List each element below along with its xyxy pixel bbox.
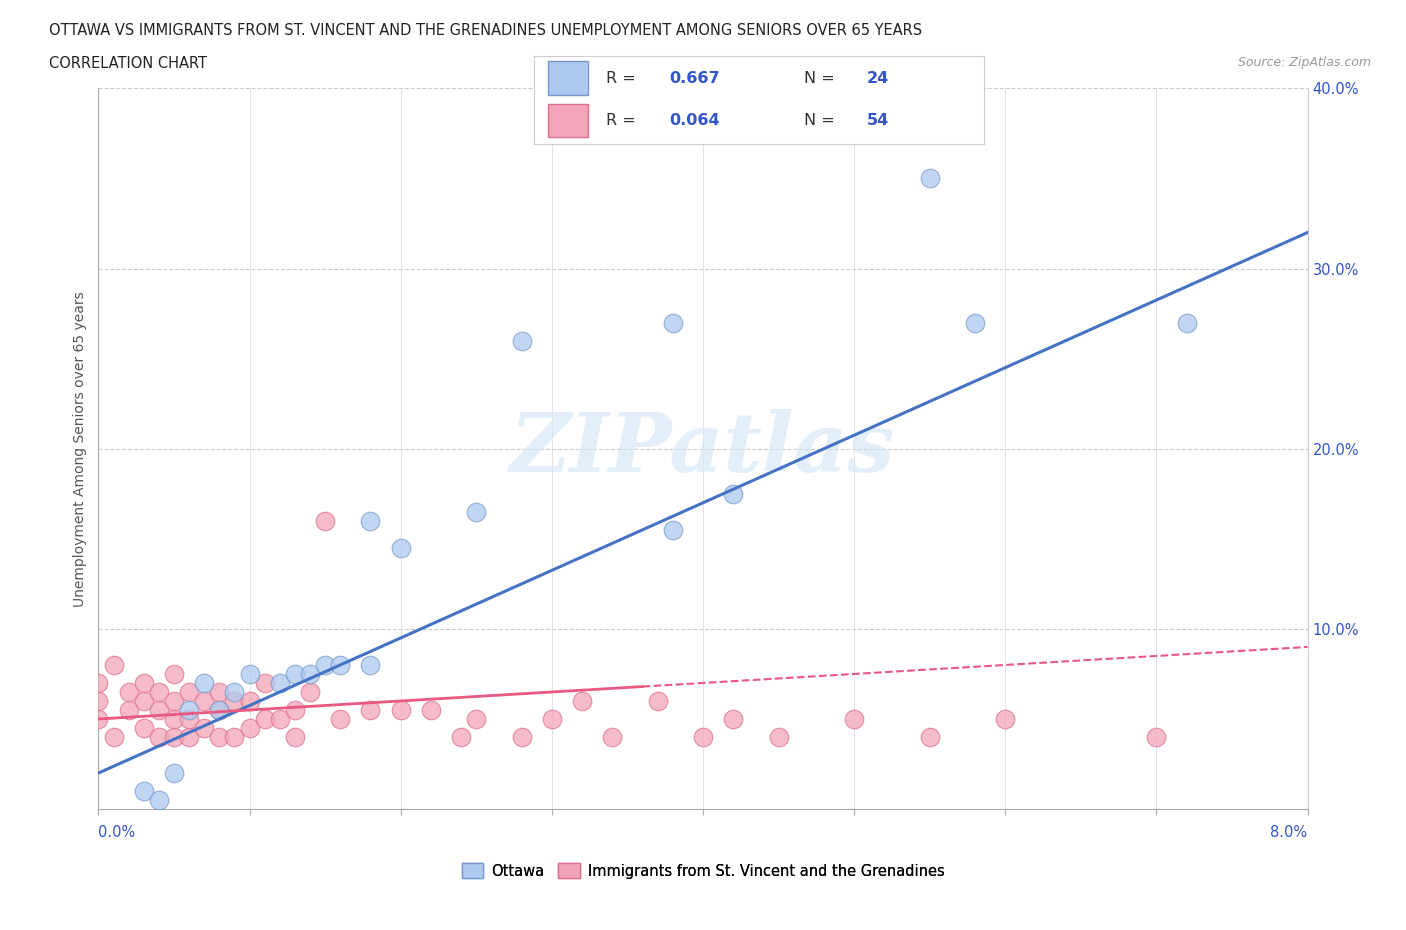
Text: N =: N =: [804, 72, 841, 86]
Point: [179, 702, 201, 717]
Point: [329, 711, 352, 726]
Point: [132, 675, 155, 690]
Point: [132, 721, 155, 736]
Point: [284, 667, 307, 682]
Point: [299, 684, 322, 699]
Point: [647, 694, 669, 709]
Point: [389, 540, 412, 555]
Point: [359, 702, 381, 717]
Point: [1175, 315, 1198, 330]
Point: [465, 504, 488, 519]
Point: [193, 694, 215, 709]
Point: [118, 684, 141, 699]
Point: [87, 675, 110, 690]
Point: [314, 513, 336, 528]
Point: [994, 711, 1017, 726]
Point: [163, 729, 186, 744]
Point: [208, 684, 231, 699]
Point: [540, 711, 562, 726]
Point: [450, 729, 472, 744]
Point: [224, 729, 246, 744]
Text: ZIPatlas: ZIPatlas: [510, 408, 896, 489]
FancyBboxPatch shape: [548, 103, 588, 137]
Point: [208, 729, 231, 744]
Point: [253, 675, 276, 690]
Point: [723, 486, 745, 501]
Point: [148, 792, 170, 807]
Point: [602, 729, 624, 744]
Point: [208, 702, 231, 717]
Point: [253, 711, 276, 726]
Point: [163, 694, 186, 709]
Point: [132, 694, 155, 709]
Point: [768, 729, 790, 744]
Point: [723, 711, 745, 726]
Text: 24: 24: [868, 72, 890, 86]
Point: [844, 711, 866, 726]
Point: [269, 675, 291, 690]
Point: [163, 711, 186, 726]
Point: [193, 721, 215, 736]
Point: [918, 171, 941, 186]
Point: [1144, 729, 1167, 744]
Point: [571, 694, 593, 709]
Point: [208, 702, 231, 717]
Point: [179, 729, 201, 744]
Point: [965, 315, 987, 330]
Point: [465, 711, 488, 726]
Text: R =: R =: [606, 72, 641, 86]
Point: [239, 667, 262, 682]
Point: [103, 658, 125, 672]
Text: R =: R =: [606, 113, 641, 127]
Point: [148, 684, 170, 699]
Point: [284, 702, 307, 717]
Point: [148, 729, 170, 744]
Point: [329, 658, 352, 672]
FancyBboxPatch shape: [548, 61, 588, 95]
Point: [163, 667, 186, 682]
Text: OTTAWA VS IMMIGRANTS FROM ST. VINCENT AND THE GRENADINES UNEMPLOYMENT AMONG SENI: OTTAWA VS IMMIGRANTS FROM ST. VINCENT AN…: [49, 23, 922, 38]
Point: [239, 721, 262, 736]
Text: 54: 54: [868, 113, 890, 127]
Legend: Ottawa, Immigrants from St. Vincent and the Grenadines: Ottawa, Immigrants from St. Vincent and …: [456, 857, 950, 884]
Point: [510, 729, 533, 744]
Point: [661, 315, 683, 330]
Point: [132, 784, 155, 799]
Text: 0.064: 0.064: [669, 113, 720, 127]
Text: 0.667: 0.667: [669, 72, 720, 86]
Point: [179, 684, 201, 699]
Text: Source: ZipAtlas.com: Source: ZipAtlas.com: [1237, 56, 1371, 69]
Point: [359, 513, 381, 528]
Point: [193, 675, 215, 690]
Point: [224, 694, 246, 709]
Text: CORRELATION CHART: CORRELATION CHART: [49, 56, 207, 71]
Point: [224, 684, 246, 699]
Point: [389, 702, 412, 717]
Point: [179, 711, 201, 726]
Point: [692, 729, 714, 744]
Point: [918, 729, 941, 744]
Point: [239, 694, 262, 709]
Point: [510, 333, 533, 348]
Point: [87, 711, 110, 726]
Point: [269, 711, 291, 726]
Text: 8.0%: 8.0%: [1271, 825, 1308, 840]
Point: [118, 702, 141, 717]
Point: [148, 702, 170, 717]
Point: [419, 702, 441, 717]
Text: N =: N =: [804, 113, 841, 127]
Point: [359, 658, 381, 672]
Point: [284, 729, 307, 744]
Y-axis label: Unemployment Among Seniors over 65 years: Unemployment Among Seniors over 65 years: [73, 291, 87, 606]
Point: [299, 667, 322, 682]
Point: [87, 694, 110, 709]
Point: [163, 765, 186, 780]
Point: [103, 729, 125, 744]
Text: 0.0%: 0.0%: [98, 825, 135, 840]
Point: [661, 523, 683, 538]
Point: [314, 658, 336, 672]
